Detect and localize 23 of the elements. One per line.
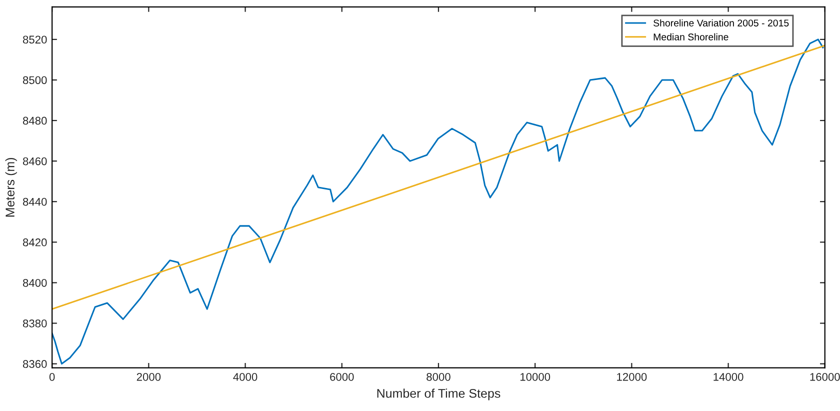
x-tick-label: 4000 [233, 373, 258, 381]
x-axis-title: Number of Time Steps [377, 388, 500, 400]
line-series [52, 38, 824, 365]
x-tick-label: 2000 [136, 373, 161, 381]
y-tick-label: 8480 [22, 116, 47, 125]
y-tick-label: 8420 [22, 238, 47, 246]
y-tick-label: 8400 [22, 278, 47, 287]
x-tick-label: 8000 [426, 373, 450, 381]
x-tick-label: 12000 [617, 373, 647, 381]
legend-label: Shoreline Variation 2005 - 2015 [654, 19, 789, 26]
legend-label: Median Shoreline [654, 33, 728, 40]
y-tick-label: 8460 [22, 157, 47, 166]
y-tick-label: 8520 [22, 36, 47, 44]
x-tick-label: 0 [49, 373, 55, 381]
y-tick-label: 8360 [22, 360, 47, 368]
x-tick-label: 10000 [520, 373, 550, 381]
x-tick-label: 6000 [330, 373, 354, 381]
x-tick-label: 16000 [810, 373, 840, 381]
x-tick-label: 14000 [714, 373, 744, 381]
y-tick-label: 8380 [22, 320, 47, 328]
y-tick-label: 8440 [22, 198, 47, 206]
y-tick-label: 8500 [22, 76, 47, 84]
y-axis-title: Meters (m) [5, 158, 17, 217]
